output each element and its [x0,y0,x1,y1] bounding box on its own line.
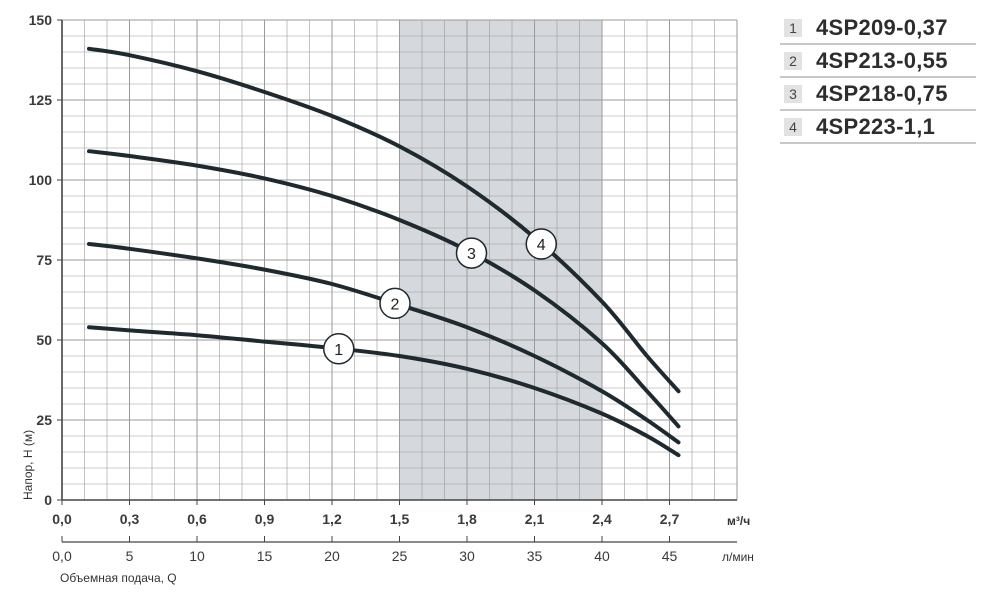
series-marker-label: 3 [467,246,476,263]
x2-tick-label: 30 [459,548,475,564]
y-tick-label: 0 [44,492,52,508]
legend-number: 2 [784,51,802,70]
series-line [87,325,681,458]
y-tick-label: 50 [36,332,52,348]
legend-label: 4SP218-0,75 [816,80,948,106]
x-tick-label: 0,0 [52,511,72,527]
x2-tick-label: 10 [189,548,205,564]
series-marker [455,237,488,269]
x-tick-label: 0,6 [187,511,207,527]
x2-tick-label: 35 [527,548,543,564]
legend: 1 4SP209-0,37 2 4SP213-0,55 3 4SP218-0,7… [780,12,976,144]
x2-axis-unit: л/мин [722,550,754,564]
series-line [87,149,681,429]
x-tick-label: 2,7 [660,511,680,527]
legend-number: 4 [784,117,802,136]
legend-item: 4 4SP223-1,1 [780,111,976,144]
legend-label: 4SP209-0,37 [816,14,948,40]
x2-tick-label: 25 [392,548,408,564]
legend-number: 3 [784,84,802,103]
x-tick-labels: 0,0 0,3 0,6 0,9 1,2 1,5 1,8 2,1 2,4 2,7 [52,511,679,527]
legend-number: 1 [784,18,802,37]
series-marker-label: 2 [391,296,400,313]
x-tick-label: 1,2 [322,511,342,527]
x2-tick-label: 15 [257,548,273,564]
x-tick-label: 1,5 [390,511,410,527]
y-tick-label: 25 [36,412,52,428]
x-axis-unit: м³/ч [727,514,750,528]
y-tick-label: 150 [29,12,53,28]
chart-series-markers: 1 2 3 4 [323,228,557,365]
series-marker [323,333,355,365]
series-marker [525,228,557,260]
y-tick-label: 100 [29,172,53,188]
x-tick-label: 0,9 [255,511,275,527]
x-tick-label: 1,8 [457,511,477,527]
y-tick-label: 125 [29,92,53,108]
legend-item: 1 4SP209-0,37 [780,12,976,45]
y-tick-label: 75 [36,252,52,268]
x2-tick-label: 20 [324,548,340,564]
series-marker [379,287,411,320]
y-tick-labels: 0 25 50 75 100 125 150 [29,12,53,508]
legend-item: 3 4SP218-0,75 [780,78,976,111]
x2-tick-labels: 0,0 5 10 15 20 25 30 35 40 45 [52,548,677,564]
chart-axes [57,19,737,543]
series-marker-label: 4 [537,237,546,254]
y-axis-label: Напор, H (м) [21,430,35,500]
x2-tick-label: 5 [126,548,134,564]
x2-tick-label: 0,0 [52,548,72,564]
legend-item: 2 4SP213-0,55 [780,45,976,78]
x2-tick-label: 40 [594,548,610,564]
series-line [87,46,681,394]
legend-label: 4SP213-0,55 [816,47,948,73]
series-marker-label: 1 [334,342,343,359]
legend-label: 4SP223-1,1 [816,113,936,139]
chart-series [87,46,681,458]
x-axis-label: Объемная подача, Q [60,571,177,585]
x2-tick-label: 45 [662,548,678,564]
x-tick-label: 2,4 [592,511,612,527]
x-tick-label: 0,3 [120,511,140,527]
x-tick-label: 2,1 [525,511,545,527]
